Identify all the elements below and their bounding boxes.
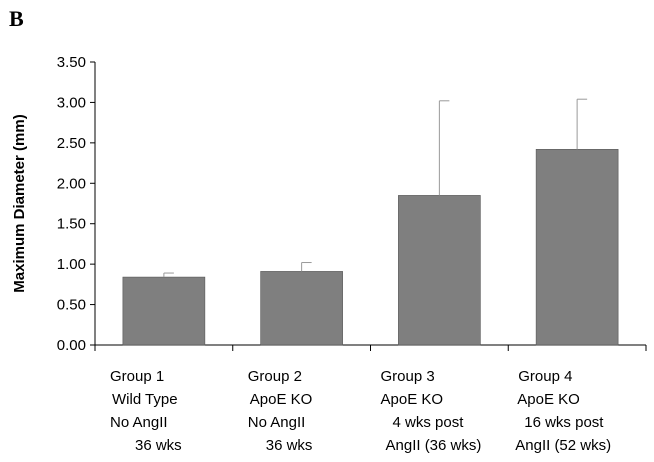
category-label-line: 36 wks	[135, 437, 182, 454]
category-label-line: No AngII	[248, 414, 306, 431]
error-bars	[163, 98, 588, 278]
y-tick-label: 0.50	[57, 297, 86, 314]
category-label-line: 4 wks post	[393, 414, 465, 431]
bar	[260, 271, 343, 346]
y-tick-label: 1.00	[57, 256, 86, 273]
category-label-line: 36 wks	[266, 437, 313, 454]
y-tick-label: 0.00	[57, 337, 86, 354]
category-label-line: Wild Type	[112, 391, 178, 408]
category-label-line: ApoE KO	[250, 391, 313, 408]
y-tick-label: 1.50	[57, 216, 86, 233]
category-label-line: Group 2	[248, 368, 302, 385]
category-label-line: 16 wks post	[524, 414, 604, 431]
bar	[122, 276, 206, 346]
category-label-line: ApoE KO	[517, 391, 580, 408]
category-label-line: No AngII	[110, 414, 168, 431]
category-label-line: Group 4	[518, 368, 572, 385]
category-label-line: Group 3	[381, 368, 435, 385]
category-label-line: AngII (36 wks)	[386, 437, 482, 454]
bars	[122, 149, 619, 346]
bar	[398, 195, 481, 346]
y-tick-label: 3.00	[57, 94, 86, 111]
y-tick-label: 3.50	[57, 54, 86, 71]
y-ticks: 0.00 0.50 1.00 1.50 2.00 2.50 3.00 3.50	[57, 54, 95, 354]
y-tick-label: 2.00	[57, 175, 86, 192]
category-label-line: Group 1	[110, 368, 164, 385]
category-label-line: AngII (52 wks)	[515, 437, 611, 454]
panel-label: B	[9, 6, 24, 31]
y-tick-label: 2.50	[57, 135, 86, 152]
y-axis-label: Maximum Diameter (mm)	[11, 114, 28, 292]
category-labels: Group 1 Wild Type No AngII 36 wks Group 2 Apo…	[110, 368, 611, 454]
category-label-line: ApoE KO	[381, 391, 444, 408]
bar	[535, 149, 619, 346]
